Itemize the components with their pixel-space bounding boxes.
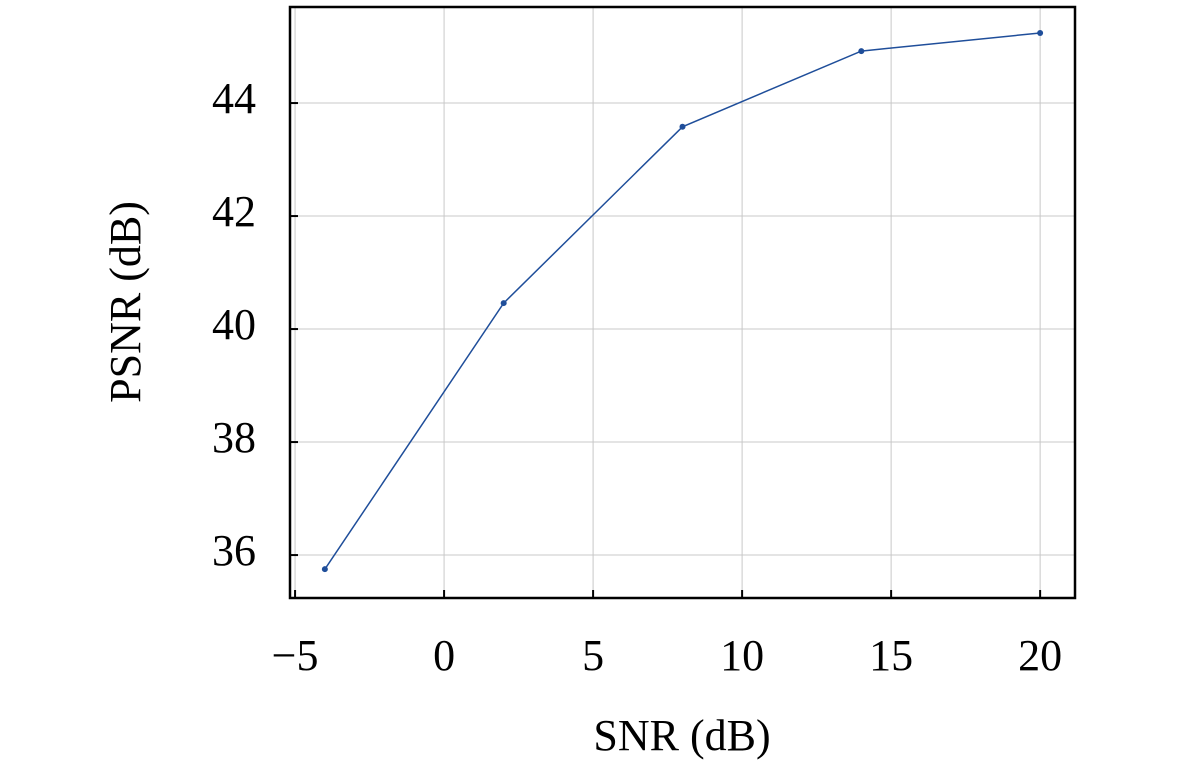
x-tick-label: 0 [433, 631, 455, 680]
point [679, 123, 686, 130]
y-tick-label: 44 [212, 74, 256, 123]
y-tick-label: 38 [212, 413, 256, 462]
point [1037, 29, 1044, 36]
plot-frame [288, 5, 1077, 600]
y-axis-title: PSNR (dB) [101, 201, 150, 403]
x-tick-label: 15 [869, 631, 913, 680]
y-tick-label: 36 [212, 526, 256, 575]
point [500, 300, 507, 307]
x-tick-label: 20 [1018, 631, 1062, 680]
x-tick-label: 10 [720, 631, 764, 680]
point [321, 566, 328, 573]
x-tick-label: 5 [582, 631, 604, 680]
x-tick-label: −5 [272, 631, 319, 680]
y-tick-label: 40 [212, 300, 256, 349]
line [324, 32, 1041, 570]
y-tick-label: 42 [212, 187, 256, 236]
point [858, 48, 865, 55]
x-axis-title: SNR (dB) [593, 711, 770, 760]
